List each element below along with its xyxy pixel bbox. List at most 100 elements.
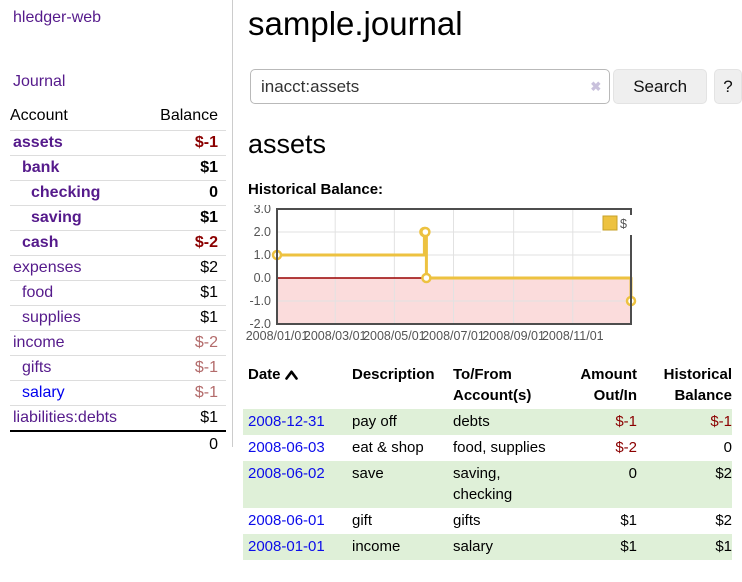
x-tick-label: 2008/07/01 bbox=[422, 329, 485, 343]
account-link[interactable]: expenses bbox=[13, 259, 82, 276]
transaction-description: pay off bbox=[352, 413, 397, 430]
search-button[interactable]: Search bbox=[613, 69, 708, 104]
y-tick-label: 3.0 bbox=[254, 205, 271, 216]
transaction-accounts: salary bbox=[453, 538, 494, 555]
account-row: liabilities:debts $1 bbox=[10, 406, 226, 431]
transaction-balance: $-1 bbox=[710, 413, 732, 430]
transaction-amount: $1 bbox=[620, 512, 637, 529]
transaction-row: 2008-12-31 pay off debts $-1 $-1 bbox=[243, 409, 732, 435]
plot-border bbox=[276, 208, 632, 325]
transaction-row: 2008-06-03 eat & shop food, supplies $-2… bbox=[243, 435, 732, 461]
account-balance: $1 bbox=[200, 159, 218, 176]
accounts-balance-table: Account Balance assets $-1 bank $1 check… bbox=[10, 104, 226, 457]
transaction-description: income bbox=[352, 538, 401, 555]
transaction-amount: 0 bbox=[628, 465, 637, 482]
balance-column-header: Balance bbox=[160, 107, 218, 124]
account-balance: $-1 bbox=[194, 384, 218, 401]
clear-search-icon[interactable]: ✖ bbox=[590, 79, 602, 94]
search-input[interactable] bbox=[250, 69, 611, 104]
column-header-balance: Historical Balance bbox=[663, 366, 732, 404]
transaction-balance: 0 bbox=[723, 439, 732, 456]
account-row: cash $-2 bbox=[10, 231, 226, 256]
transaction-balance: $2 bbox=[715, 512, 732, 529]
account-row: bank $1 bbox=[10, 156, 226, 181]
transaction-date-cell: 2008-06-03 bbox=[243, 435, 347, 461]
search-input-wrap: ✖ bbox=[250, 69, 611, 104]
y-tick-label: 2.0 bbox=[254, 225, 271, 239]
account-balance: 0 bbox=[209, 184, 218, 201]
account-balance: $1 bbox=[200, 284, 218, 301]
transaction-amount: $1 bbox=[620, 538, 637, 555]
legend-series-swatch bbox=[602, 215, 618, 231]
account-link[interactable]: bank bbox=[22, 159, 60, 176]
data-point-marker bbox=[421, 272, 432, 284]
account-link[interactable]: liabilities:debts bbox=[13, 409, 118, 426]
transaction-date-link[interactable]: 2008-06-03 bbox=[248, 439, 325, 456]
column-header-accounts: To/From Account(s) bbox=[453, 366, 532, 404]
account-row: gifts $-1 bbox=[10, 356, 226, 381]
account-link[interactable]: income bbox=[13, 334, 65, 351]
y-tick-label: 0.0 bbox=[254, 271, 271, 285]
x-tick-label: 2008/11/01 bbox=[542, 329, 604, 343]
historical-balance-chart[interactable]: 2008/01/01 2008/03/01 2008/05/01 2008/07/01… bbox=[245, 205, 742, 347]
help-button[interactable]: ? bbox=[714, 69, 742, 104]
account-link[interactable]: supplies bbox=[22, 309, 81, 326]
transaction-date-cell: 2008-06-02 bbox=[243, 461, 347, 508]
page-title: sample.journal bbox=[248, 5, 463, 42]
y-tick-label: 1.0 bbox=[254, 248, 271, 262]
sidebar-item-journal[interactable]: Journal bbox=[13, 73, 66, 90]
transaction-description: gift bbox=[352, 512, 373, 529]
legend-label: $ bbox=[620, 217, 627, 231]
accounts-table-header: Account Balance bbox=[10, 104, 226, 131]
transaction-description: eat & shop bbox=[352, 439, 424, 456]
main-content: sample.journal ✖ Search ? assets Histori… bbox=[243, 0, 742, 560]
transaction-date-cell: 2008-12-31 bbox=[243, 409, 347, 435]
transaction-date-link[interactable]: 2008-01-01 bbox=[248, 538, 325, 555]
transaction-date-link[interactable]: 2008-06-02 bbox=[248, 465, 325, 482]
data-point-marker bbox=[420, 226, 431, 238]
account-balance: $-2 bbox=[194, 334, 218, 351]
account-link[interactable]: assets bbox=[13, 134, 63, 151]
transaction-amount: $-2 bbox=[615, 439, 637, 456]
accounts-total-row: 0 bbox=[10, 430, 226, 457]
accounts-total-balance: 0 bbox=[143, 430, 226, 457]
account-balance: $-2 bbox=[194, 234, 218, 251]
column-header-description: Description bbox=[352, 366, 435, 383]
account-link[interactable]: gifts bbox=[22, 359, 52, 376]
transaction-date-link[interactable]: 2008-12-31 bbox=[248, 413, 325, 430]
account-balance: $1 bbox=[200, 409, 218, 426]
y-tick-label: -1.0 bbox=[249, 294, 271, 308]
total-spacer bbox=[10, 430, 144, 457]
transaction-accounts: gifts bbox=[453, 512, 481, 529]
account-balance: $-1 bbox=[194, 134, 218, 151]
transaction-balance: $2 bbox=[715, 465, 732, 482]
chart-canvas[interactable]: 2008/01/012008/03/012008/05/012008/07/01… bbox=[245, 205, 643, 347]
register-table: Date Description To/From Account(s) Amou… bbox=[243, 362, 732, 560]
account-row: supplies $1 bbox=[10, 306, 226, 331]
account-link[interactable]: salary bbox=[22, 384, 65, 401]
x-tick-label: 2008/09/01 bbox=[482, 329, 545, 343]
account-link[interactable]: checking bbox=[31, 184, 101, 201]
account-link[interactable]: saving bbox=[31, 209, 82, 226]
sidebar: hledger-web Journal Account Balance asse… bbox=[0, 0, 233, 457]
transaction-row: 2008-06-02 save saving, checking 0 $2 bbox=[243, 461, 732, 508]
x-tick-label: 2008/03/01 bbox=[304, 329, 367, 343]
y-tick-label: -2.0 bbox=[249, 317, 271, 331]
accounts-column-header: Account bbox=[10, 107, 68, 124]
transaction-date-link[interactable]: 2008-06-01 bbox=[248, 512, 325, 529]
account-link[interactable]: cash bbox=[22, 234, 59, 251]
account-row: income $-2 bbox=[10, 331, 226, 356]
transaction-amount: $-1 bbox=[615, 413, 637, 430]
transaction-balance: $1 bbox=[715, 538, 732, 555]
transaction-row: 2008-06-01 gift gifts $1 $2 bbox=[243, 508, 732, 534]
transaction-description: save bbox=[352, 465, 384, 482]
account-row: salary $-1 bbox=[10, 381, 226, 406]
account-row: assets $-1 bbox=[10, 131, 226, 156]
sort-ascending-icon bbox=[284, 365, 298, 386]
x-tick-label: 2008/01/01 bbox=[246, 329, 309, 343]
transaction-accounts: debts bbox=[453, 413, 490, 430]
transaction-accounts: saving, checking bbox=[453, 465, 513, 503]
account-row: food $1 bbox=[10, 281, 226, 306]
brand-link[interactable]: hledger-web bbox=[13, 9, 102, 26]
account-link[interactable]: food bbox=[22, 284, 54, 301]
